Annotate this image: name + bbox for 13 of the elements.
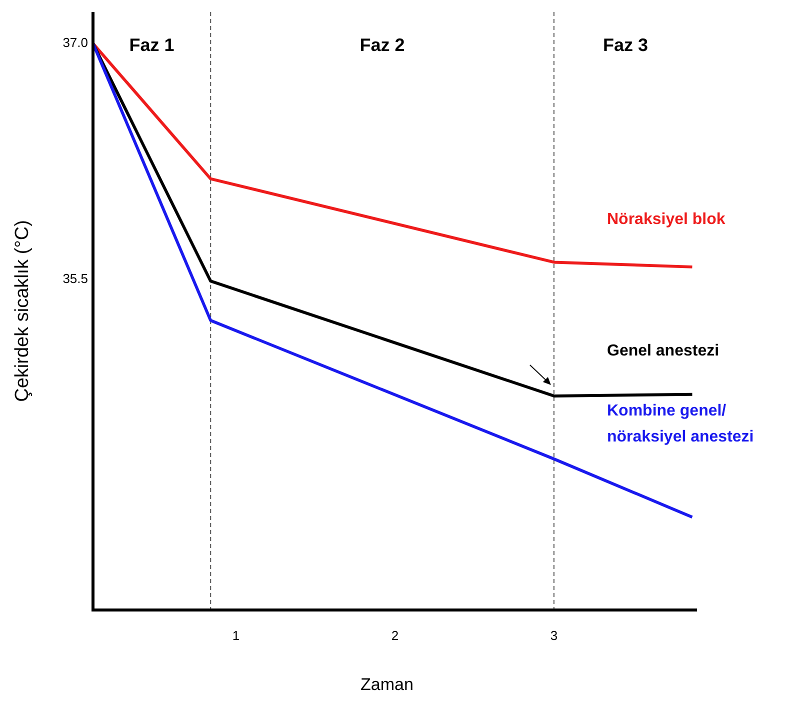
annotation: Faz 2 [360, 35, 405, 55]
text: Kombine genel/ nöraksiyel anestezi [607, 402, 754, 446]
y-tick-label: 35.5 [62, 270, 88, 286]
x-tick-label: 3 [550, 628, 558, 643]
text: Genel anestezi [607, 342, 720, 360]
annotation: Faz 1 [129, 35, 174, 55]
x-tick-label: 1 [232, 628, 240, 643]
x-tick-label: 2 [391, 628, 399, 643]
text: Nöraksiyel blok [607, 211, 726, 228]
annotation: Faz 3 [602, 35, 648, 55]
y-axis-title: Çekirdek sicaklık (°C) [12, 220, 33, 402]
x-axis-title: Zaman [360, 675, 414, 694]
y-tick-label: 37.0 [62, 34, 88, 50]
